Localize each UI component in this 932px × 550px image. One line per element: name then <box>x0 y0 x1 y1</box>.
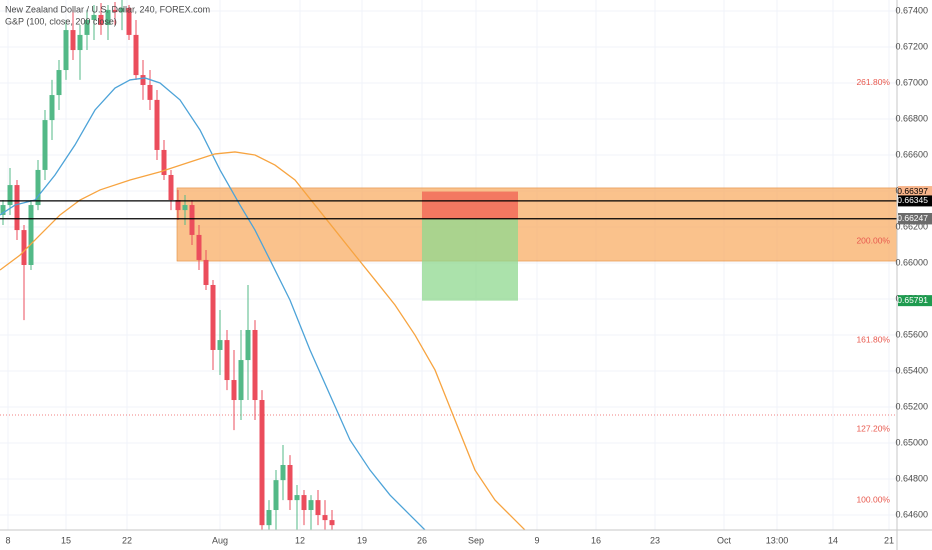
chart-subtitle: G&P (100, close, 200 close) <box>5 16 117 26</box>
candle-body <box>28 205 34 265</box>
candle-body <box>182 205 188 211</box>
y-tick-label: 0.66600 <box>895 149 928 159</box>
candle-body <box>175 200 181 211</box>
y-tick-label: 0.65200 <box>895 401 928 411</box>
candle-body <box>105 9 111 26</box>
candle-body <box>301 495 307 511</box>
chart-title: New Zealand Dollar / U.S. Dollar, 240, F… <box>5 4 210 14</box>
candle-body <box>266 510 272 526</box>
candle-body <box>308 500 314 511</box>
x-tick-label: 16 <box>591 535 601 545</box>
candle-body <box>245 329 251 361</box>
candle-body <box>224 340 230 381</box>
x-tick-label: Oct <box>717 535 732 545</box>
candle-body <box>168 174 174 201</box>
price-tag-label: 0.66247 <box>897 213 928 223</box>
y-tick-label: 0.66000 <box>895 257 928 267</box>
y-tick-label: 0.64600 <box>895 509 928 519</box>
candle-body <box>273 480 279 511</box>
fib-label: 127.20% <box>856 423 890 433</box>
price-tag-label: 0.65791 <box>897 295 928 305</box>
candle-body <box>294 495 300 501</box>
candle-body <box>7 185 13 206</box>
price-tag <box>898 213 932 225</box>
zone <box>176 187 897 262</box>
candle-body <box>252 329 258 401</box>
x-tick-label: 12 <box>295 535 305 545</box>
x-tick-label: 22 <box>122 535 132 545</box>
candle-body <box>70 30 76 51</box>
fib-label: 161.80% <box>856 334 890 344</box>
x-tick-label: 26 <box>417 535 427 545</box>
price-tag <box>898 295 932 307</box>
x-tick-label: 23 <box>650 535 660 545</box>
candle-body <box>231 380 237 401</box>
candle-body <box>322 515 328 521</box>
candle-body <box>287 465 293 501</box>
candle-body <box>21 230 27 265</box>
moving-average <box>0 77 426 530</box>
moving-average <box>0 151 526 530</box>
y-tick-label: 0.67200 <box>895 41 928 51</box>
candle-body <box>196 234 202 260</box>
y-tick-label: 0.65400 <box>895 365 928 375</box>
x-tick-label: 21 <box>884 535 894 545</box>
price-tag <box>898 195 932 207</box>
candle-body <box>84 19 90 35</box>
candle-body <box>189 205 195 235</box>
candle-body <box>238 360 244 401</box>
candle-body <box>77 34 83 51</box>
candle-body <box>154 99 160 150</box>
fib-label: 200.00% <box>856 235 890 245</box>
x-tick-label: 19 <box>357 535 367 545</box>
candle-body <box>161 149 167 175</box>
fib-label: 100.00% <box>856 494 890 504</box>
x-tick-label: 15 <box>61 535 71 545</box>
fib-label: 261.80% <box>856 77 890 87</box>
target-area <box>422 218 518 301</box>
y-tick-label: 0.66200 <box>895 221 928 231</box>
candle-body <box>147 84 153 100</box>
y-tick-label: 0.64800 <box>895 473 928 483</box>
y-tick-label: 0.67400 <box>895 5 928 15</box>
candle-body <box>14 185 20 231</box>
x-tick-label: 13:00 <box>766 535 789 545</box>
candle-body <box>42 120 48 170</box>
candle-body <box>63 30 69 71</box>
y-tick-label: 0.66800 <box>895 113 928 123</box>
candle-body <box>0 205 6 215</box>
candle-body <box>140 75 146 85</box>
candle-body <box>203 259 209 285</box>
candle-body <box>133 34 139 76</box>
y-tick-label: 0.65600 <box>895 329 928 339</box>
candle-body <box>56 70 62 96</box>
axes: 0.674000.672000.670000.668000.666000.664… <box>5 5 932 545</box>
candle-body <box>49 95 55 121</box>
plot-area: 261.80% 200.00% 161.80% 127.20% 100.00% <box>0 0 897 530</box>
candle-body <box>91 14 97 20</box>
x-tick-label: 14 <box>828 535 838 545</box>
price-tag-label: 0.66397 <box>897 186 928 196</box>
y-tick-label: 0.65000 <box>895 437 928 447</box>
candle-body <box>259 400 265 526</box>
candle-body <box>98 14 104 26</box>
x-tick-label: 8 <box>5 535 10 545</box>
candle-body <box>35 169 41 206</box>
candle-body <box>280 465 286 481</box>
candle-body <box>315 500 321 516</box>
x-tick-label: 9 <box>534 535 539 545</box>
stop-area <box>422 191 518 219</box>
price-tag-label: 0.66345 <box>897 195 928 205</box>
candle-body <box>112 9 118 13</box>
x-tick-label: Aug <box>212 535 228 545</box>
candle-body <box>119 7 125 13</box>
x-tick-label: Sep <box>468 535 484 545</box>
y-tick-label: 0.67000 <box>895 77 928 87</box>
candle-body <box>217 340 223 350</box>
candle-body <box>210 284 216 350</box>
price-tag <box>898 186 932 198</box>
candle-body <box>329 520 335 526</box>
candle-body <box>126 7 132 35</box>
